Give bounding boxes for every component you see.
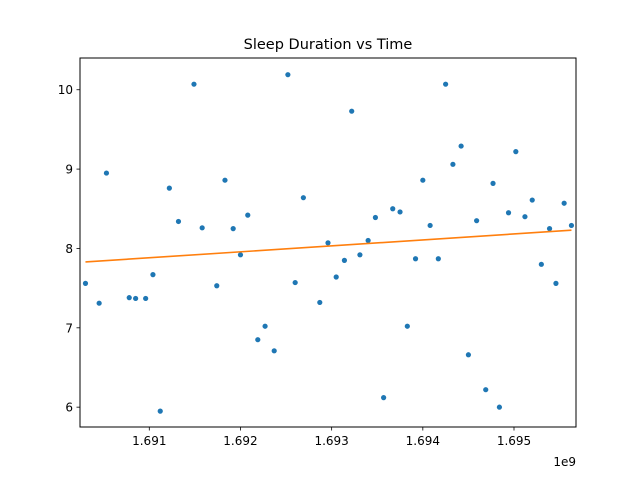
- data-point: [381, 395, 387, 401]
- data-point: [357, 252, 363, 258]
- data-point: [568, 222, 575, 229]
- data-point: [271, 348, 277, 354]
- data-point: [490, 180, 496, 186]
- data-point: [427, 222, 433, 229]
- data-point: [390, 206, 396, 212]
- data-point: [317, 299, 323, 306]
- axes-frame: [79, 57, 577, 428]
- data-point: [349, 108, 355, 114]
- x-tick-label: 1.691: [132, 434, 166, 448]
- data-point: [443, 81, 449, 87]
- data-point: [191, 81, 197, 87]
- data-point: [285, 72, 291, 78]
- data-point: [341, 257, 348, 263]
- data-point: [474, 218, 480, 224]
- plot-area: 1.691 1.692 1.693 1.694 1.695 6 7 8 9 10: [58, 72, 575, 448]
- data-point: [245, 212, 251, 218]
- data-point: [372, 214, 379, 221]
- data-point: [103, 170, 110, 176]
- data-point: [96, 300, 102, 306]
- trend-line: [85, 229, 572, 263]
- data-point: [483, 387, 489, 393]
- data-point: [126, 295, 132, 301]
- data-point: [214, 283, 220, 289]
- data-point: [496, 404, 503, 410]
- data-point: [300, 195, 306, 201]
- data-point: [538, 261, 544, 267]
- data-point: [529, 197, 535, 203]
- y-tick-label: 7: [65, 321, 73, 335]
- data-point: [237, 252, 244, 258]
- data-point: [435, 256, 441, 262]
- y-tick-label: 10: [58, 83, 73, 97]
- y-tick-label: 6: [65, 401, 73, 415]
- data-point: [325, 240, 331, 246]
- data-point: [143, 295, 149, 302]
- x-tick-label: 1.693: [314, 434, 348, 448]
- data-point: [333, 274, 339, 280]
- data-point: [505, 210, 512, 216]
- data-point: [262, 323, 268, 329]
- chart-title: Sleep Duration vs Time: [244, 37, 413, 53]
- data-point: [412, 256, 419, 262]
- data-point: [561, 200, 567, 206]
- data-point: [150, 272, 156, 278]
- x-tick-label: 1.692: [223, 434, 257, 448]
- data-point: [157, 408, 163, 414]
- y-tick-label: 9: [65, 163, 73, 177]
- x-tick-label: 1.695: [497, 434, 531, 448]
- data-point: [420, 177, 426, 183]
- data-point: [450, 161, 456, 167]
- data-point: [365, 237, 371, 244]
- data-point: [546, 226, 553, 232]
- data-point: [166, 185, 172, 191]
- data-point: [222, 177, 228, 183]
- data-point: [553, 280, 559, 286]
- x-tick-label: 1.694: [406, 434, 440, 448]
- data-point: [133, 295, 139, 302]
- data-point: [230, 226, 236, 232]
- data-point: [175, 218, 182, 225]
- data-point: [397, 209, 403, 215]
- data-point: [465, 352, 472, 358]
- data-point: [199, 225, 205, 231]
- data-point: [458, 143, 464, 149]
- data-point: [522, 214, 528, 220]
- data-point: [82, 280, 89, 286]
- data-point: [255, 337, 261, 343]
- y-tick-label: 8: [65, 242, 73, 256]
- data-point: [513, 149, 519, 155]
- x-offset-label: 1e9: [553, 455, 576, 469]
- data-point: [404, 323, 410, 329]
- data-point: [292, 279, 298, 286]
